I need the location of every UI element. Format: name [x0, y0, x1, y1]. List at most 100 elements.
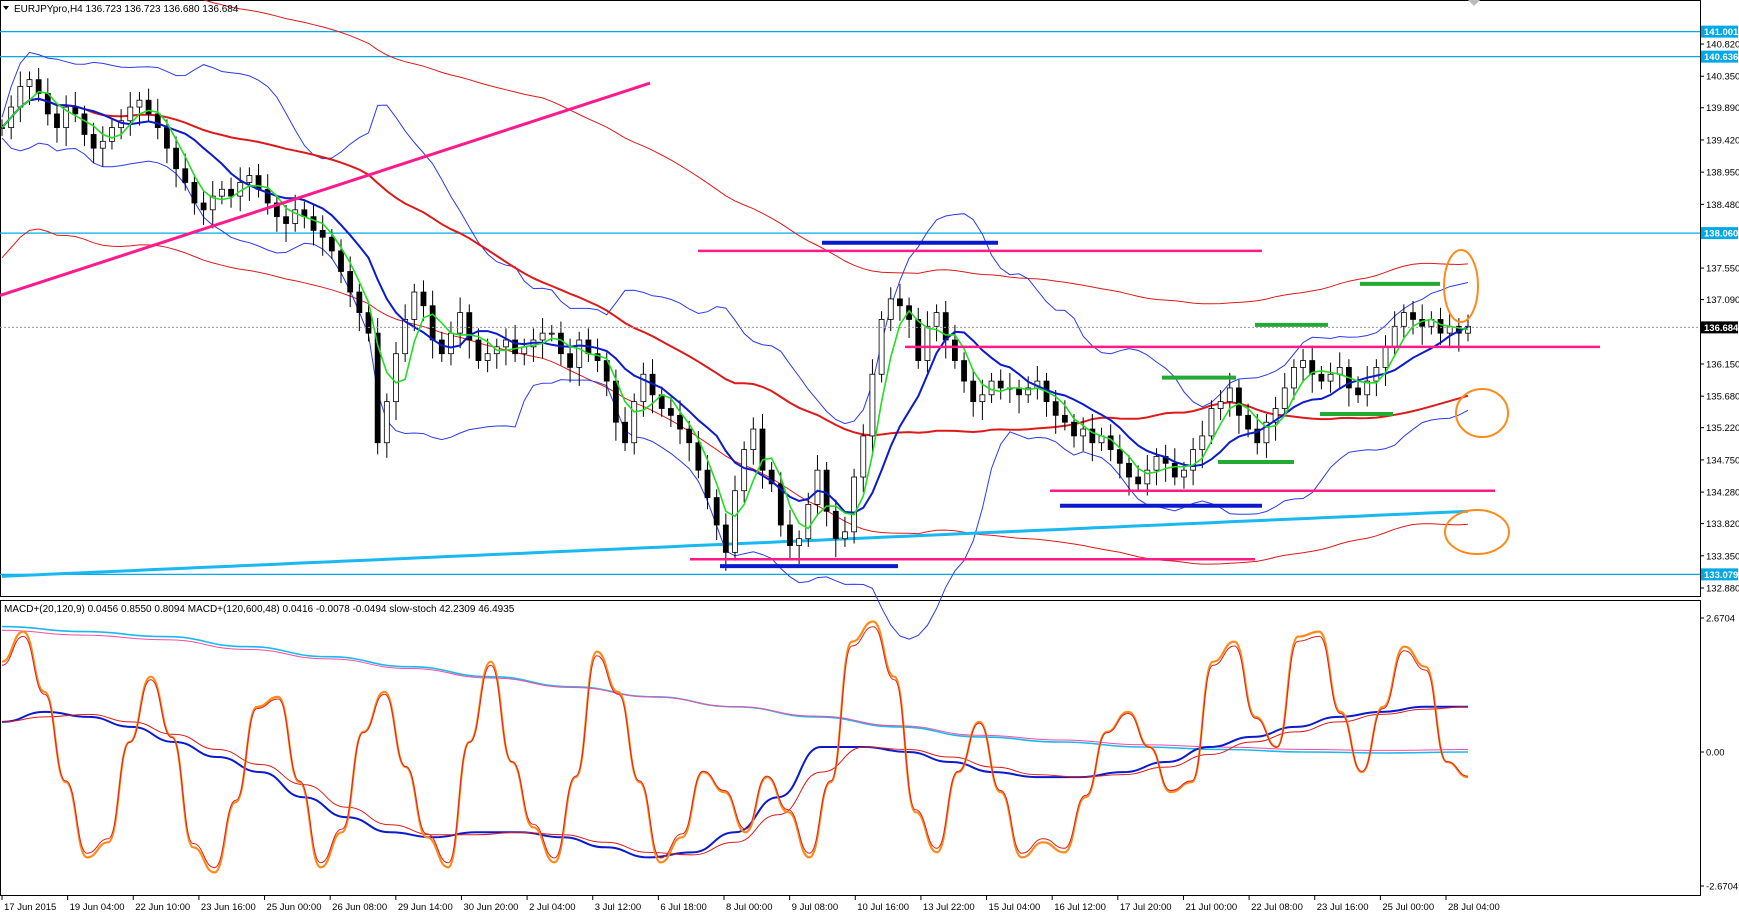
- y-tick-label: 139.420: [1706, 135, 1739, 146]
- y-tick-label: 135.680: [1706, 392, 1739, 403]
- slow-ma-line: [1, 97, 1469, 437]
- bear-candle: [612, 380, 619, 423]
- bear-candle: [182, 168, 189, 183]
- bull-candle: [750, 428, 757, 451]
- annotation-ellipse: [1444, 509, 1510, 555]
- bear-candle: [622, 421, 628, 444]
- bear-candle: [154, 113, 161, 129]
- bear-candle: [1126, 462, 1132, 478]
- bull-candle: [732, 490, 738, 553]
- y-tick-label: 137.550: [1706, 264, 1739, 275]
- bull-candle: [1190, 449, 1197, 471]
- osc-y-tick-label: -2.6704: [1706, 882, 1738, 893]
- bear-candle: [72, 106, 79, 115]
- bull-candle: [1199, 435, 1206, 451]
- bull-candle: [1364, 380, 1371, 396]
- bear-candle: [1437, 319, 1444, 334]
- collapse-arrow-icon[interactable]: [3, 6, 9, 10]
- x-tick-label: 25 Jul 00:00: [1382, 902, 1434, 913]
- x-tick-label: 25 Jun 00:00: [267, 902, 322, 913]
- bear-candle: [228, 188, 234, 197]
- bear-candle: [1107, 435, 1114, 451]
- bull-candle: [17, 86, 24, 108]
- bear-candle: [704, 469, 711, 498]
- bull-candle: [814, 469, 821, 505]
- bear-candle: [420, 291, 427, 307]
- x-tick-label: 22 Jun 10:00: [135, 902, 190, 913]
- y-tick-label: 137.090: [1706, 295, 1739, 306]
- bear-candle: [191, 182, 198, 204]
- bull-candle: [109, 127, 115, 142]
- bear-candle: [667, 408, 674, 416]
- y-tick-label: 139.890: [1706, 103, 1739, 114]
- bear-candle: [558, 332, 564, 355]
- x-tick-label: 19 Jun 04:00: [70, 902, 125, 913]
- bull-candle: [209, 195, 216, 211]
- bear-candle: [997, 380, 1004, 389]
- price-badge-box: [1701, 50, 1738, 63]
- y-tick-label: 140.350: [1706, 72, 1739, 83]
- x-tick-label: 28 Jul 04:00: [1448, 902, 1500, 913]
- bull-candle: [796, 538, 803, 546]
- bull-candle: [1080, 428, 1087, 437]
- bear-candle: [35, 79, 42, 94]
- y-tick-label: 132.880: [1706, 584, 1739, 595]
- x-tick-label: 10 Jul 16:00: [857, 902, 909, 913]
- bear-candle: [1355, 387, 1361, 396]
- bear-candle: [832, 510, 839, 540]
- stoch-signal: [1, 626, 1469, 869]
- bull-candle: [576, 339, 583, 368]
- osc-y-tick-label: 2.6704: [1706, 614, 1735, 625]
- bear-candle: [429, 305, 436, 341]
- bull-candle: [1153, 456, 1160, 471]
- bull-candle: [1208, 408, 1215, 437]
- bear-candle: [897, 298, 903, 307]
- bear-candle: [164, 127, 170, 149]
- price-badge-label: 136.684: [1704, 323, 1739, 334]
- bull-candle: [1400, 312, 1407, 327]
- bear-candle: [1089, 428, 1096, 444]
- bear-candle: [310, 216, 317, 231]
- bull-candle: [292, 209, 299, 224]
- price-badge-label: 138.060: [1704, 229, 1738, 240]
- envelope-upper-line: [202, 0, 1469, 305]
- bull-candle: [393, 353, 399, 403]
- bear-candle: [81, 113, 88, 135]
- x-tick-label: 13 Jul 22:00: [923, 902, 975, 913]
- bear-candle: [328, 236, 335, 252]
- bull-candle: [924, 325, 931, 361]
- x-tick-label: 21 Jul 00:00: [1185, 902, 1237, 913]
- y-tick-label: 134.750: [1706, 455, 1739, 466]
- bollinger-upper-line: [1, 51, 1469, 425]
- fast-ma-line: [1, 90, 1469, 530]
- bear-candle: [1236, 387, 1242, 416]
- bull-candle: [1025, 387, 1032, 396]
- bear-candle: [1171, 462, 1178, 478]
- bull-candle: [1144, 469, 1151, 485]
- trendline-pink: [0, 81, 651, 297]
- y-tick-label: 133.820: [1706, 519, 1739, 530]
- bear-candle: [466, 312, 473, 341]
- bear-candle: [273, 202, 280, 218]
- bear-candle: [695, 442, 702, 471]
- bull-candle: [640, 373, 647, 403]
- bull-candle: [1181, 469, 1187, 478]
- bull-candle: [1382, 346, 1389, 368]
- price-badge-label: 140.636: [1704, 52, 1738, 63]
- bear-candle: [915, 319, 922, 361]
- x-tick-label: 29 Jun 14:00: [398, 902, 453, 913]
- bear-candle: [54, 113, 60, 129]
- bull-candle: [63, 106, 70, 129]
- bear-candle: [823, 469, 830, 512]
- y-tick-label: 134.280: [1706, 488, 1739, 499]
- bull-candle: [503, 339, 509, 348]
- bear-candle: [319, 229, 326, 238]
- scroll-marker-icon[interactable]: [1468, 0, 1480, 6]
- price-badge-label: 141.001: [1704, 27, 1739, 38]
- bull-candle: [1291, 366, 1297, 389]
- indicator-header: MACD+(20,120,9) 0.0456 0.8550 0.8094 MAC…: [4, 604, 515, 615]
- bear-candle: [264, 188, 271, 204]
- bear-candle: [1061, 414, 1068, 423]
- x-tick-label: 26 Jun 08:00: [332, 902, 387, 913]
